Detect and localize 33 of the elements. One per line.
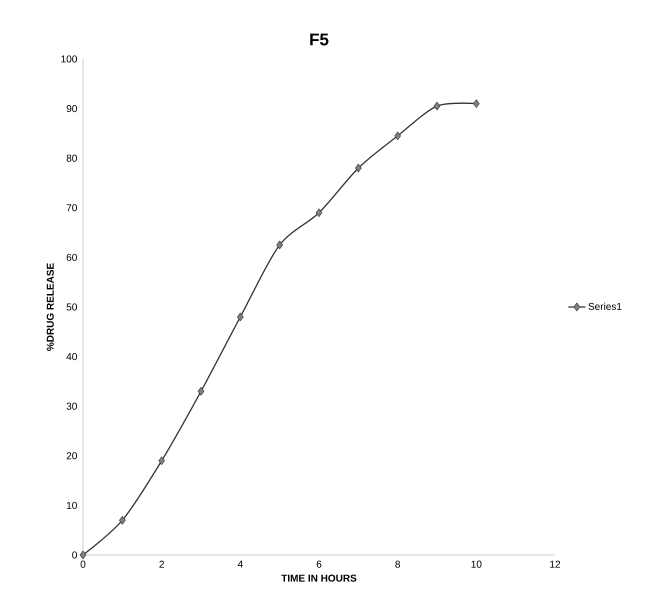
x-tick-label: 4 xyxy=(238,560,243,568)
point xyxy=(316,208,322,218)
y-tick-label: 70 xyxy=(66,204,77,212)
x-tick-label: 8 xyxy=(395,560,400,568)
point xyxy=(276,240,283,250)
point xyxy=(80,550,86,560)
point xyxy=(355,164,362,172)
x-tick-label: 2 xyxy=(159,560,164,568)
point xyxy=(158,456,165,466)
y-tick-label: 100 xyxy=(61,55,77,63)
y-tick-label: 0 xyxy=(72,551,77,559)
y-tick-label: 30 xyxy=(66,402,77,410)
y-tick-label: 20 xyxy=(66,452,77,460)
x-axis-title: TIME IN HOURS xyxy=(281,574,356,582)
point xyxy=(119,516,126,525)
x-tick-label: 12 xyxy=(550,560,560,568)
y-axis-title: %DRUG RELEASE xyxy=(46,263,54,351)
y-tick-label: 80 xyxy=(66,154,77,162)
point xyxy=(434,102,440,110)
point xyxy=(394,132,401,140)
y-tick-label: 90 xyxy=(66,105,77,112)
y-tick-label: 40 xyxy=(66,353,77,360)
point xyxy=(473,99,480,108)
point xyxy=(237,312,244,322)
x-tick-label: 6 xyxy=(316,560,322,568)
point xyxy=(198,387,204,396)
y-tick-label: 10 xyxy=(66,502,77,509)
y-tick-label: 60 xyxy=(66,254,77,261)
x-tick-label: 0 xyxy=(80,560,86,568)
legend-label: Series1 xyxy=(588,302,622,310)
y-tick-label: 50 xyxy=(66,303,77,311)
x-tick-label: 10 xyxy=(472,560,482,568)
chart-title: F5 xyxy=(310,34,328,46)
